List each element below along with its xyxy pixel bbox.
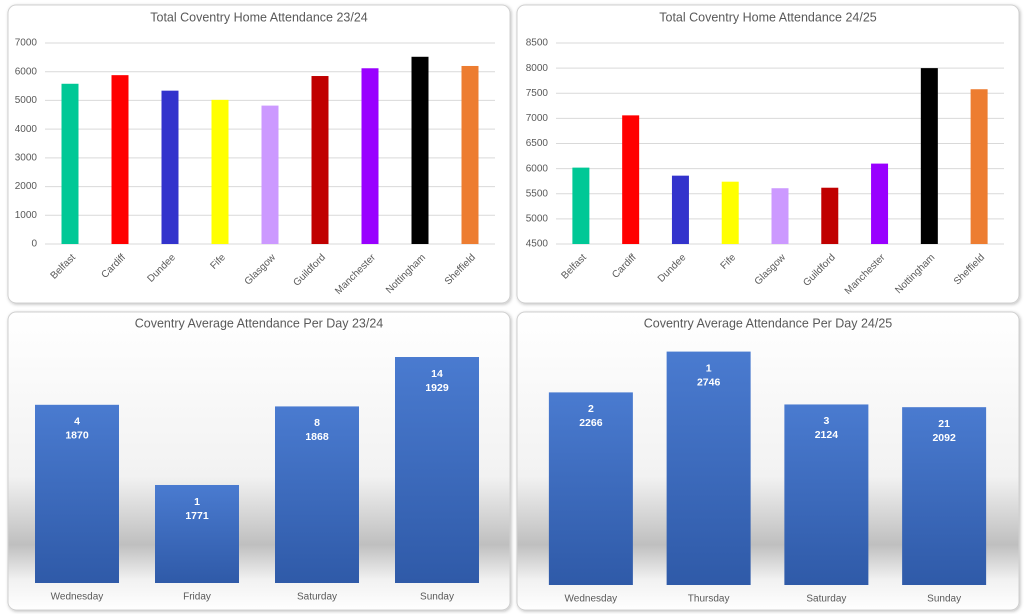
chart-title: Total Coventry Home Attendance 24/25 — [659, 10, 877, 24]
bar-value-label: 2124 — [815, 429, 839, 441]
panel — [516, 4, 1020, 304]
bar — [395, 357, 479, 583]
y-tick-label: 6500 — [526, 138, 549, 149]
bar — [261, 105, 279, 245]
bar — [784, 404, 869, 585]
bar — [572, 167, 590, 244]
bar-value-label: 2746 — [697, 376, 721, 388]
bar — [155, 484, 239, 583]
bar-value-label: 2266 — [579, 417, 603, 429]
y-tick-label: 6000 — [526, 163, 549, 174]
chart-title: Total Coventry Home Attendance 23/24 — [150, 10, 368, 24]
x-tick-label: Sunday — [927, 594, 961, 605]
y-tick-label: 1000 — [15, 210, 38, 221]
y-tick-label: 2000 — [15, 181, 38, 192]
bar — [902, 407, 987, 585]
bar — [411, 56, 429, 245]
y-tick-label: 8000 — [526, 63, 549, 74]
x-tick-label: Friday — [183, 592, 211, 603]
bar — [311, 76, 329, 245]
y-tick-label: 4000 — [15, 124, 38, 135]
bar — [920, 68, 938, 244]
bar-count-label: 1 — [194, 496, 200, 508]
y-tick-label: 7000 — [526, 113, 549, 124]
y-tick-label: 5500 — [526, 188, 549, 199]
bar — [622, 115, 640, 244]
bar — [461, 65, 479, 244]
bar-value-label: 1870 — [65, 430, 89, 442]
bar-count-label: 1 — [706, 362, 712, 374]
x-tick-label: Sunday — [420, 592, 454, 603]
bar — [671, 175, 689, 244]
bar-count-label: 21 — [938, 418, 950, 430]
bar — [871, 163, 889, 244]
panel — [7, 311, 511, 611]
bar-value-label: 1929 — [425, 382, 449, 394]
bar — [361, 68, 379, 244]
x-tick-label: Saturday — [806, 594, 846, 605]
chart-title: Coventry Average Attendance Per Day 23/2… — [135, 316, 384, 330]
bar-value-label: 2092 — [932, 432, 956, 444]
bar-count-label: 4 — [74, 416, 80, 428]
y-tick-label: 6000 — [15, 66, 38, 77]
bar-count-label: 2 — [588, 403, 594, 415]
y-tick-label: 3000 — [15, 152, 38, 163]
bar-value-label: 1771 — [185, 510, 209, 522]
bar-count-label: 8 — [314, 417, 320, 429]
y-tick-label: 5000 — [15, 95, 38, 106]
bar — [111, 75, 129, 244]
bar — [35, 404, 119, 583]
x-tick-label: Wednesday — [51, 592, 104, 603]
y-tick-label: 7500 — [526, 88, 549, 99]
bar-count-label: 3 — [823, 415, 829, 427]
x-tick-label: Saturday — [297, 592, 337, 603]
bar-count-label: 14 — [431, 368, 443, 380]
y-tick-label: 5000 — [526, 214, 549, 225]
y-tick-label: 4500 — [526, 239, 549, 250]
panel — [7, 4, 511, 304]
bar-value-label: 1868 — [305, 431, 329, 443]
x-tick-label: Thursday — [688, 594, 730, 605]
chart-title: Coventry Average Attendance Per Day 24/2… — [644, 316, 893, 330]
y-tick-label: 7000 — [15, 38, 38, 49]
bar — [970, 89, 988, 244]
bar — [721, 181, 739, 244]
bar — [211, 99, 229, 245]
bar — [821, 187, 839, 244]
bar — [275, 406, 359, 583]
bar — [548, 392, 633, 585]
panel — [516, 311, 1020, 611]
y-tick-label: 0 — [31, 239, 37, 250]
y-tick-label: 8500 — [526, 38, 549, 49]
bar — [666, 351, 751, 585]
bar — [771, 188, 789, 244]
x-tick-label: Wednesday — [565, 594, 618, 605]
bar — [161, 90, 179, 244]
bar — [61, 83, 79, 244]
